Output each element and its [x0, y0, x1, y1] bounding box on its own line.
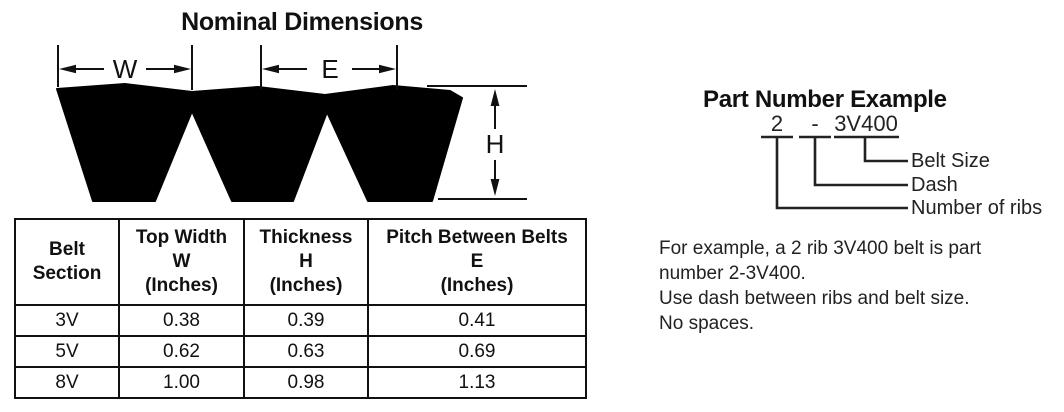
note-line: Use dash between ribs and belt size.: [659, 288, 970, 309]
belt-dimensions-table: Belt Section Top Width W (Inches) Thickn…: [14, 218, 587, 399]
belt-ribs-shape: [56, 83, 463, 202]
cell-top-width: 1.00: [118, 366, 245, 399]
table-row: 3V 0.38 0.39 0.41: [14, 304, 587, 337]
e-arrowhead-left-icon: [262, 64, 279, 74]
dash-callout-label: Dash: [911, 174, 958, 196]
cell-thickness: 0.98: [243, 366, 369, 399]
cell-belt-section: 8V: [14, 366, 120, 399]
header-thickness: Thickness H (Inches): [243, 218, 369, 306]
w-arrowhead-right-icon: [174, 64, 191, 74]
w-arrowhead-left-icon: [59, 64, 76, 74]
h-arrowhead-down-icon: [490, 179, 500, 196]
ribs-callout-line: [775, 137, 908, 210]
ribs-callout-label: Number of ribs: [911, 197, 1042, 219]
header-belt-section: Belt Section: [14, 218, 120, 306]
part-number-example-title: Part Number Example: [703, 86, 947, 113]
part-number-notes: For example, a 2 rib 3V400 belt is part …: [659, 236, 1039, 336]
belt-cross-section-diagram: W E H: [56, 45, 527, 202]
table-row: 8V 1.00 0.98 1.13: [14, 366, 587, 399]
dim-w-label: W: [113, 54, 138, 84]
part-number-belt-size-value: 3V400: [834, 111, 898, 136]
cell-thickness: 0.39: [243, 304, 369, 337]
nominal-dimensions-title: Nominal Dimensions: [181, 8, 423, 36]
cell-pitch: 1.13: [367, 366, 587, 399]
belt-size-callout-line: [863, 137, 908, 163]
dim-h-label: H: [486, 129, 505, 159]
part-number-breakdown-diagram: 2 - 3V400 Belt Size Dash Number of ribs: [761, 111, 1042, 219]
cell-top-width: 0.38: [118, 304, 245, 337]
h-arrowhead-up-icon: [490, 89, 500, 106]
cell-thickness: 0.63: [243, 335, 369, 368]
cell-pitch: 0.41: [367, 304, 587, 337]
belt-size-callout-label: Belt Size: [911, 150, 990, 172]
table-row: 5V 0.62 0.63 0.69: [14, 335, 587, 368]
e-arrowhead-right-icon: [379, 64, 396, 74]
note-line: No spaces.: [659, 313, 755, 334]
cell-top-width: 0.62: [118, 335, 245, 368]
note-line: For example, a 2 rib 3V400 belt is part: [659, 238, 982, 259]
table-header-row: Belt Section Top Width W (Inches) Thickn…: [14, 218, 587, 306]
part-number-dash-value: -: [811, 111, 818, 136]
dim-e-label: E: [321, 54, 338, 84]
part-number-ribs-value: 2: [771, 111, 783, 136]
dash-callout-line: [813, 137, 908, 187]
header-pitch: Pitch Between Belts E (Inches): [367, 218, 587, 306]
note-line: number 2-3V400.: [659, 263, 806, 284]
cell-belt-section: 5V: [14, 335, 120, 368]
cell-belt-section: 3V: [14, 304, 120, 337]
header-top-width: Top Width W (Inches): [118, 218, 245, 306]
cell-pitch: 0.69: [367, 335, 587, 368]
